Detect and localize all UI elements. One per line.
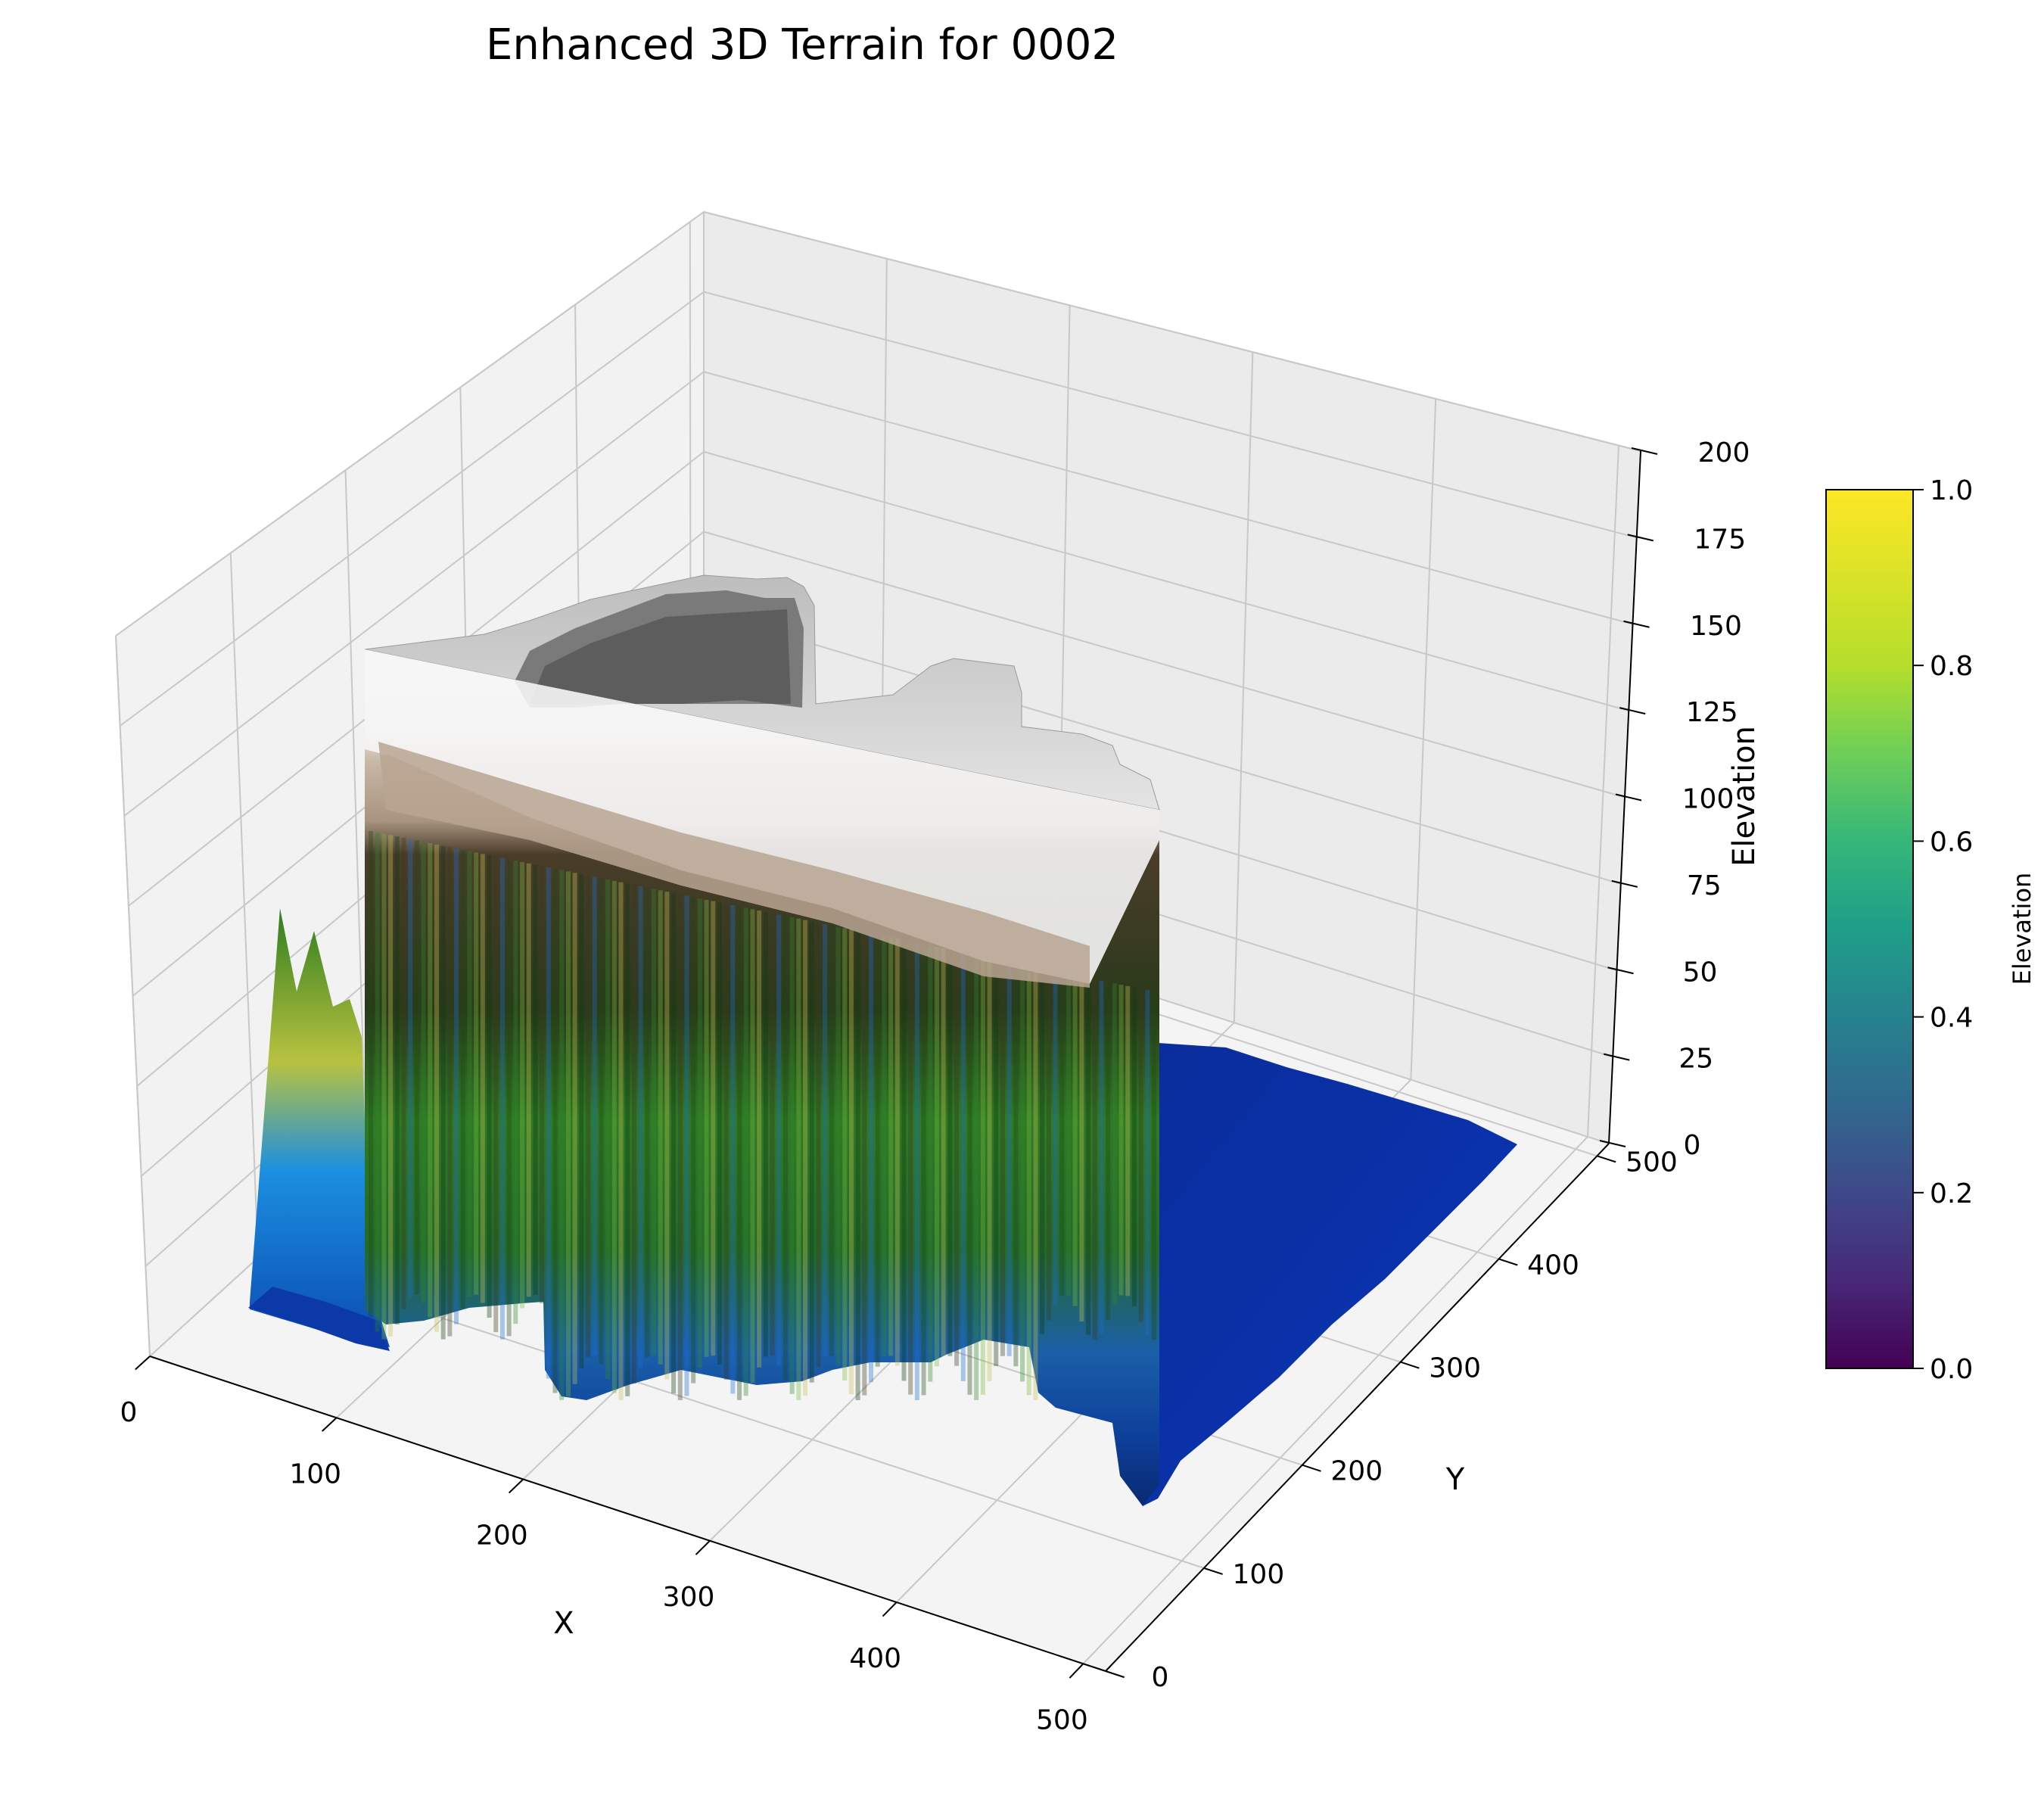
rock-band [378, 742, 1090, 988]
x-tick-mark [882, 1601, 898, 1617]
z-tick-mark [1611, 879, 1638, 888]
colorbar-tick-label: 0.2 [1930, 1178, 1973, 1209]
left-outcrop [250, 908, 390, 1347]
z-grid-back [703, 611, 1622, 885]
box-top-left [115, 211, 705, 637]
colorbar-tick-label: 1.0 [1930, 475, 1973, 506]
z-tick-label: 25 [1678, 1044, 1713, 1075]
z-tick-mark [1604, 1053, 1630, 1061]
y-tick-label: 0 [1152, 1662, 1169, 1693]
z-tick-mark [1623, 620, 1650, 628]
x-tick-mark [1069, 1663, 1084, 1679]
z-grid-back [703, 371, 1633, 625]
terrain-surface [248, 574, 1517, 1506]
x-tick-mark [695, 1540, 711, 1555]
colorbar-ticks: 0.0 0.2 0.4 0.6 0.8 1.0 [1913, 475, 1973, 1385]
plateau-pit-shade [530, 609, 791, 704]
x-axis-label: X [553, 1606, 574, 1641]
y-axis-label: Y [1445, 1462, 1465, 1497]
y-tick-label: 500 [1626, 1147, 1678, 1178]
z-grid-back [703, 531, 1626, 798]
z-grid-left [120, 291, 705, 727]
z-tick-mark [1607, 966, 1634, 975]
x-tick-mark [135, 1356, 151, 1371]
z-tick-label: 125 [1686, 697, 1738, 728]
x-tick-label: 200 [476, 1521, 528, 1552]
z-tick-mark [1619, 707, 1646, 715]
y-tick-label: 400 [1527, 1250, 1579, 1281]
y-tick-mark [1400, 1361, 1420, 1369]
y-tick-mark [1302, 1464, 1321, 1472]
x-tick-label: 300 [663, 1582, 715, 1613]
z-grid-left [123, 371, 705, 817]
z-tick-label: 75 [1687, 870, 1722, 901]
colorbar-tick-label: 0.0 [1930, 1354, 1973, 1385]
z-tick-label: 150 [1690, 611, 1742, 642]
box-left-edge [115, 635, 151, 1357]
z-tick-label: 50 [1683, 957, 1718, 988]
colorbar-label: Elevation [2008, 873, 2036, 985]
colorbar-tick-label: 0.6 [1930, 826, 1973, 858]
x-tick-label: 0 [120, 1397, 138, 1428]
axis-ticks: 0100200300400500010020030040050002550751… [120, 437, 1750, 1735]
z-grid-back [703, 291, 1638, 539]
z-tick-label: 175 [1694, 524, 1746, 555]
z-grid-back [703, 450, 1629, 712]
z-tick-mark [1615, 793, 1642, 802]
z-tick-label: 100 [1682, 784, 1734, 815]
left-water-edge [248, 1287, 390, 1351]
z-tick-mark [1627, 534, 1654, 542]
chart-title: Enhanced 3D Terrain for 0002 [486, 20, 1118, 70]
y-tick-label: 100 [1233, 1559, 1285, 1590]
z-axis-line [1608, 450, 1641, 1144]
x-tick-mark [322, 1417, 338, 1432]
z-axis-label: Elevation [1727, 726, 1762, 867]
x-tick-label: 400 [849, 1643, 901, 1674]
cliff-streaks [369, 831, 1156, 1400]
colorbar-gradient [1825, 489, 1914, 1369]
colorbar: 0.0 0.2 0.4 0.6 0.8 1.0 Elevation [1825, 475, 2036, 1385]
x-tick-label: 100 [289, 1458, 341, 1489]
z-tick-label: 200 [1698, 437, 1750, 468]
z-tick-label: 0 [1684, 1130, 1701, 1161]
water-lowland [1143, 1043, 1517, 1506]
x-grid-floor [1082, 1136, 1588, 1664]
x-axis-line [149, 1356, 1106, 1672]
colorbar-tick-label: 0.8 [1930, 651, 1973, 682]
x-tick-mark [508, 1478, 524, 1494]
z-tick-mark [1631, 447, 1658, 455]
box-top-right [703, 211, 1641, 452]
y-tick-mark [1597, 1155, 1616, 1163]
z-tick-mark [1599, 1140, 1626, 1147]
colorbar-tick-label: 0.4 [1930, 1003, 1973, 1034]
x-tick-label: 500 [1036, 1704, 1088, 1735]
y-tick-label: 300 [1429, 1353, 1481, 1384]
y-tick-label: 200 [1330, 1456, 1383, 1487]
y-tick-mark [1105, 1670, 1125, 1679]
axis-lines [149, 450, 1641, 1672]
y-axis-line [1105, 1143, 1610, 1672]
snow-band [365, 649, 1159, 984]
y-tick-mark [1498, 1258, 1518, 1266]
y-tick-mark [1203, 1567, 1223, 1575]
